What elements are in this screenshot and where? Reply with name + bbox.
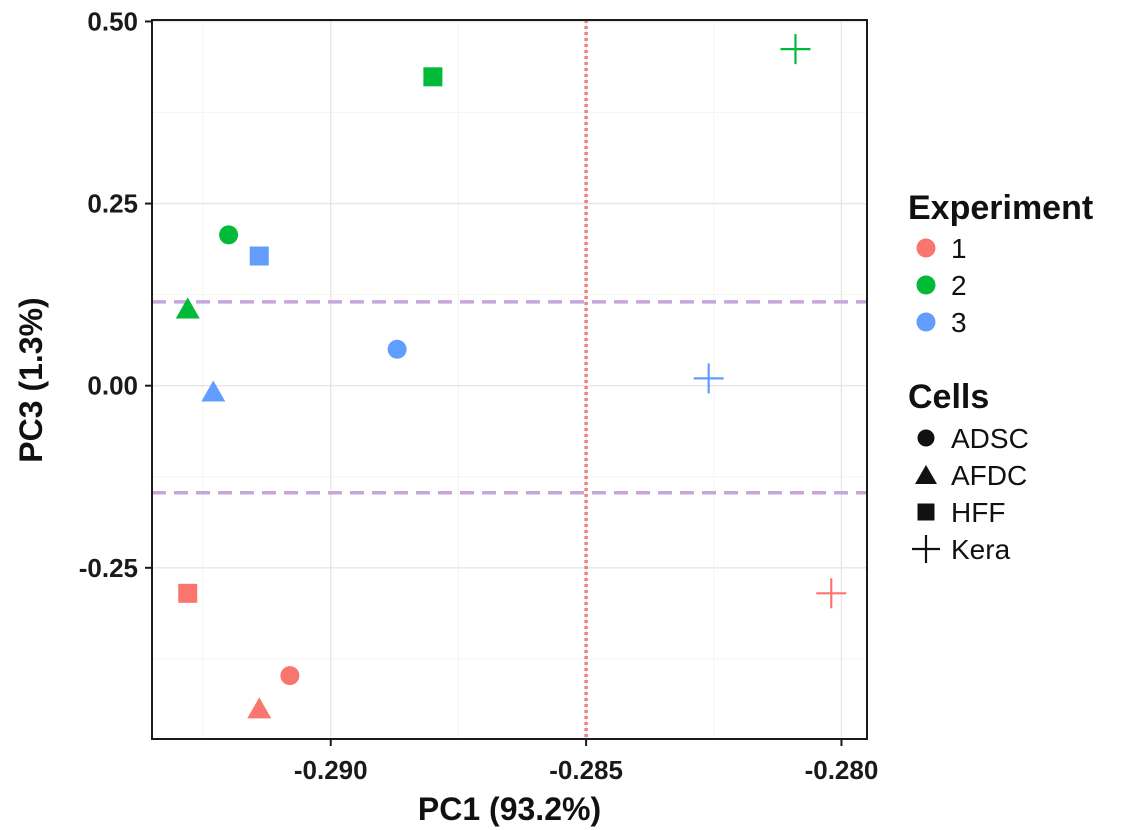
legend-label-experiment-3: 3	[951, 307, 967, 338]
legend-label-cells-afdc: AFDC	[951, 460, 1027, 491]
y-tick-label-1: 0.25	[87, 189, 138, 219]
legend-label-cells-kera: Kera	[951, 534, 1011, 565]
data-point-adsc-exp1	[280, 666, 300, 686]
legend-key-experiment-2	[916, 275, 936, 295]
legend: Experiment 1 2 3 Cells ADSC AFDC HFF Kera	[908, 189, 1093, 565]
legend-label-cells-adsc: ADSC	[951, 423, 1029, 454]
legend-key-cells-hff	[917, 503, 935, 521]
legend-key-cells-adsc	[917, 429, 935, 447]
data-point-adsc-exp2	[219, 225, 239, 245]
legend-title-cells: Cells	[908, 378, 989, 416]
legend-label-experiment-2: 2	[951, 270, 967, 301]
legend-key-shape	[917, 429, 935, 447]
data-point-hff-exp3	[249, 246, 269, 266]
x-tick-label-2: -0.280	[805, 755, 879, 785]
y-tick-label-0: 0.50	[87, 6, 138, 36]
data-point-kera-exp2	[780, 34, 811, 65]
legend-key-cells-afdc	[915, 465, 937, 484]
reference-lines	[152, 20, 867, 739]
y-tick-label-3: -0.25	[79, 553, 138, 583]
x-tick-label-0: -0.290	[294, 755, 368, 785]
legend-cells-items: ADSC AFDC HFF Kera	[912, 423, 1029, 565]
y-axis-title: PC3 (1.3%)	[13, 297, 49, 462]
data-point-kera-exp1	[816, 578, 847, 609]
data-point-hff-exp1	[178, 583, 198, 603]
legend-key-shape	[917, 503, 935, 521]
axis-ticks: -0.290 -0.285 -0.280 0.50 0.25 0.00 -0.25	[79, 6, 879, 785]
grid-lines	[152, 20, 867, 739]
legend-key-cells-kera	[912, 535, 940, 563]
legend-key-experiment-1	[916, 238, 936, 258]
y-tick-label-2: 0.00	[87, 371, 138, 401]
data-point-afdc-exp3	[201, 380, 226, 402]
x-axis-title: PC1 (93.2%)	[418, 791, 601, 827]
legend-experiment-items: 1 2 3	[916, 233, 967, 338]
data-point-afdc-exp1	[247, 697, 272, 719]
data-point-hff-exp2	[423, 67, 443, 87]
legend-label-cells-hff: HFF	[951, 497, 1005, 528]
x-tick-label-1: -0.285	[549, 755, 623, 785]
plot-panel-border	[151, 19, 868, 740]
data-point-kera-exp3	[693, 363, 724, 394]
data-points	[175, 34, 847, 719]
legend-key-shape	[915, 465, 937, 484]
data-point-afdc-exp2	[175, 297, 200, 319]
data-point-adsc-exp3	[387, 339, 407, 359]
legend-key-experiment-3	[916, 312, 936, 332]
legend-label-experiment-1: 1	[951, 233, 967, 264]
legend-title-experiment: Experiment	[908, 189, 1093, 227]
